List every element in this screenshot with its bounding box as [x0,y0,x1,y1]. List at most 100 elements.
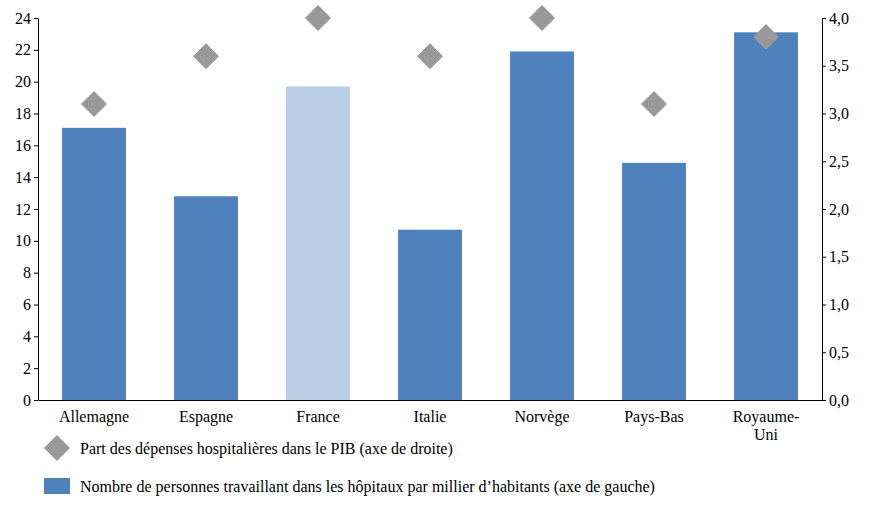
y2-tick-label: 2,0 [829,201,849,218]
y-tick: 20 [15,73,38,90]
x-tick: Allemagne [59,400,129,426]
point-series [81,5,779,117]
x-tick: Espagne [179,400,233,426]
bar [174,196,238,400]
y-tick-label: 12 [15,201,31,218]
y2-tick-label: 1,5 [829,248,849,265]
y2-tick-label: 4,0 [829,10,849,27]
y-tick-mark [34,368,38,369]
y-tick-label: 20 [15,73,31,90]
bar [286,86,350,400]
y2-tick: 2,0 [822,201,849,218]
y2-axis: 0,0 0,5 1,0 1,5 2,0 2,5 3,0 3,5 4,0 [822,10,849,409]
x-axis-line [39,400,823,401]
point [305,5,331,31]
legend-item: Nombre de personnes travaillant dans les… [44,478,655,496]
y2-tick-mark [822,305,826,306]
bar [62,128,126,400]
y-tick: 16 [15,137,38,154]
y-tick-mark [34,114,38,115]
y2-tick-label: 0,5 [829,344,849,361]
y2-tick-mark [822,66,826,67]
y-tick-mark [34,177,38,178]
legend-label: Part des dépenses hospitalières dans le … [80,440,453,458]
y-tick: 0 [23,392,38,409]
y-tick: 12 [15,201,38,218]
point [417,43,443,69]
x-tick-label: Italie [414,408,447,425]
y2-tick: 3,5 [822,57,849,74]
x-tick: Pays-Bas [624,400,684,426]
x-tick-label: Royaume-Uni [733,408,800,443]
legend-label: Nombre de personnes travaillant dans les… [80,478,655,496]
y-tick: 8 [23,264,38,281]
y-tick: 22 [15,41,38,58]
bar-series [62,32,798,400]
y-tick-label: 6 [23,296,31,313]
y-tick-label: 2 [23,360,31,377]
y2-tick-mark [822,400,826,401]
chart-svg: 0246810121416182022240,00,51,01,52,02,53… [0,0,886,510]
y-axis: 024681012141618202224 [15,10,39,409]
x-tick: Norvège [514,400,569,426]
y-tick-label: 22 [15,41,31,58]
y-tick-label: 24 [15,10,31,27]
y2-tick-mark [822,209,826,210]
y2-tick: 2,5 [822,153,849,170]
bar [734,32,798,400]
x-axis: Allemagne Espagne France Italie Norvège Pays-… [39,400,823,443]
x-tick-label: France [296,408,340,425]
x-tick-label-line: Uni [754,426,779,443]
x-tick-label: Espagne [179,408,233,426]
y-tick-label: 14 [15,169,31,186]
x-tick: France [296,400,340,425]
point [529,5,555,31]
y2-tick: 0,5 [822,344,849,361]
legend-swatch [44,435,70,461]
bar [398,230,462,400]
y2-tick-label: 3,5 [829,57,849,74]
y-tick-mark [34,336,38,337]
y-tick-label: 10 [15,232,31,249]
y-tick: 24 [15,10,38,27]
y-tick-mark [34,209,38,210]
y2-tick: 1,5 [822,248,849,265]
point [641,91,667,117]
bar [622,163,686,400]
y2-tick-mark [822,161,826,162]
y2-tick: 3,0 [822,105,849,122]
y-tick-mark [34,50,38,51]
bar [510,51,574,400]
y2-tick-label: 0,0 [829,392,849,409]
y-tick-mark [34,145,38,146]
y-tick: 18 [15,105,38,122]
y2-tick-mark [822,114,826,115]
y2-tick-mark [822,257,826,258]
point [81,91,107,117]
point [753,24,779,50]
x-tick: Royaume-Uni [733,400,800,443]
y-tick-mark [34,305,38,306]
y-tick: 10 [15,232,38,249]
y2-tick: 4,0 [822,10,849,27]
y2-tick-label: 1,0 [829,296,849,313]
y2-tick-mark [822,18,826,19]
y-tick: 2 [23,360,38,377]
y-tick-mark [34,273,38,274]
y-tick: 4 [23,328,38,345]
y-tick: 6 [23,296,38,313]
y-tick-mark [34,18,38,19]
y-tick: 14 [15,169,38,186]
legend: Part des dépenses hospitalières dans le … [44,435,655,496]
y-axis-line [38,19,39,401]
y-tick-mark [34,400,38,401]
point [193,43,219,69]
y-tick-label: 8 [23,264,31,281]
y-tick-label: 0 [23,392,31,409]
y2-tick-label: 3,0 [829,105,849,122]
y-tick-label: 16 [15,137,31,154]
x-tick-label-line: Royaume- [733,408,800,426]
y2-tick: 1,0 [822,296,849,313]
y-tick-label: 18 [15,105,31,122]
plot: 0246810121416182022240,00,51,01,52,02,53… [15,5,849,443]
